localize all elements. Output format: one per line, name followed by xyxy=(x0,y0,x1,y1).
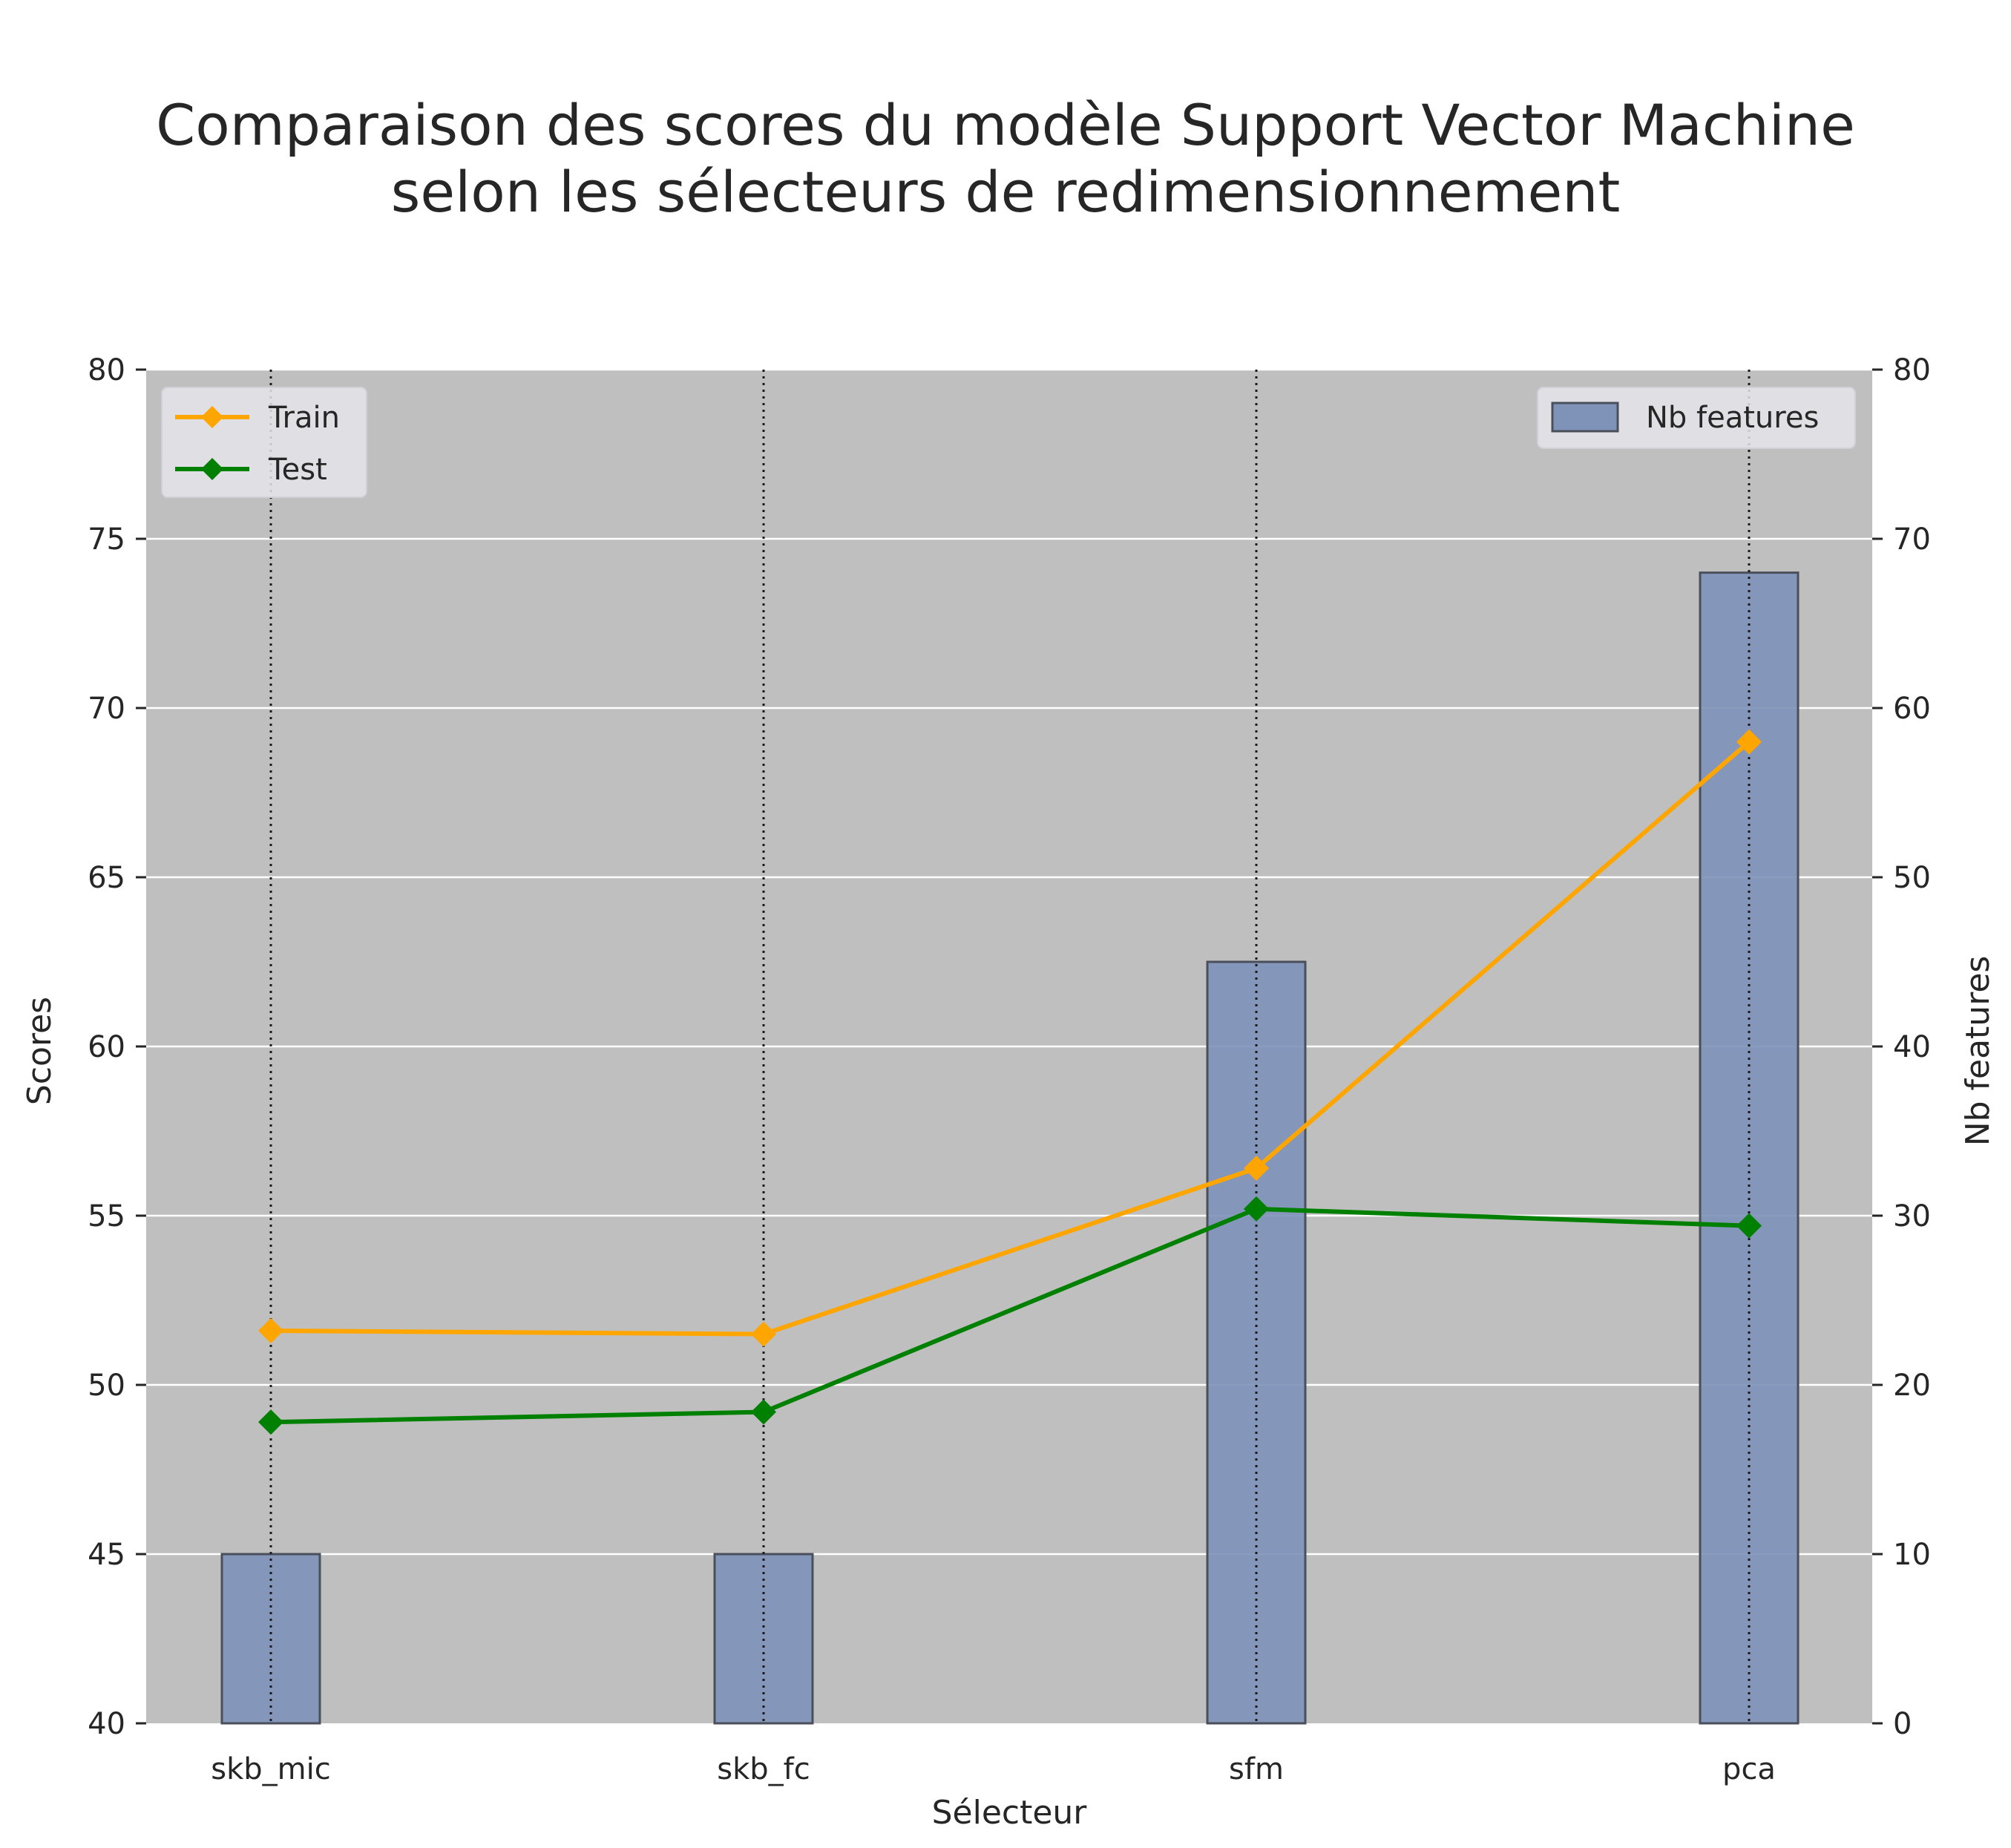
y-right-tick-label-6: 60 xyxy=(1893,692,1931,726)
y-right-tick-label-8: 80 xyxy=(1893,353,1931,387)
chart-title-line-1: Comparaison des scores du modèle Support… xyxy=(156,92,1855,158)
x-tick-label-skb_mic: skb_mic xyxy=(211,1752,330,1786)
point-train-skb_fc xyxy=(751,1321,776,1347)
point-train-pca xyxy=(1736,729,1762,755)
legend-lines: Train Test xyxy=(161,387,367,498)
y-left-tick-label-6: 70 xyxy=(88,692,125,726)
point-train-skb_mic xyxy=(258,1318,283,1344)
x-tick-label-sfm: sfm xyxy=(1229,1752,1284,1786)
bar-sfm xyxy=(1206,960,1307,1725)
y-left-tick-label-5: 65 xyxy=(88,861,125,895)
y-left-tick-label-7: 75 xyxy=(88,522,125,557)
axes: 40 45 50 55 60 65 70 75 80 0 10 20 30 40 50 60 70 80 skb_m… xyxy=(88,353,1931,1786)
point-test-skb_fc xyxy=(751,1399,776,1425)
y-left-tick-label-0: 40 xyxy=(88,1707,125,1741)
legend-bars: Nb features xyxy=(1537,387,1856,449)
x-tick-label-skb_fc: skb_fc xyxy=(717,1752,810,1786)
point-test-skb_mic xyxy=(258,1409,283,1435)
y-left-tick-label-1: 45 xyxy=(88,1538,125,1572)
y-left-tick-label-3: 55 xyxy=(88,1199,125,1233)
legend-label-test: Test xyxy=(268,453,327,487)
y-left-tick-label-8: 80 xyxy=(88,353,125,387)
legend-swatch-nb-features xyxy=(1551,402,1619,433)
y-right-tick-label-2: 20 xyxy=(1893,1369,1931,1403)
y-right-tick-label-3: 30 xyxy=(1893,1199,1931,1233)
y-right-tick-label-0: 0 xyxy=(1893,1707,1912,1741)
point-train-sfm xyxy=(1244,1156,1269,1182)
y-axis-label-left: Scores xyxy=(21,997,59,1105)
chart-title-line-2: selon les sélecteurs de redimensionnemen… xyxy=(391,159,1621,225)
y-right-tick-label-1: 10 xyxy=(1893,1538,1931,1572)
category-guides xyxy=(269,370,1751,1723)
legend-label-train: Train xyxy=(268,401,340,435)
y-left-tick-label-4: 60 xyxy=(88,1030,125,1064)
legend-marker-test xyxy=(201,458,223,480)
grid xyxy=(146,368,1872,1556)
y-right-tick-label-7: 70 xyxy=(1893,522,1931,557)
y-left-tick-label-2: 50 xyxy=(88,1369,125,1403)
series-line-test xyxy=(270,1206,1750,1425)
point-test-pca xyxy=(1736,1213,1762,1239)
line-series xyxy=(258,729,1762,1435)
legend-label-nb-features: Nb features xyxy=(1646,401,1819,435)
series-line-train xyxy=(270,740,1751,1337)
y-right-tick-label-5: 50 xyxy=(1893,861,1931,895)
legend-marker-train xyxy=(201,406,223,428)
x-axis-label: Sélecteur xyxy=(932,1794,1088,1832)
point-test-sfm xyxy=(1244,1196,1269,1222)
y-right-tick-label-4: 40 xyxy=(1893,1030,1931,1064)
x-tick-label-pca: pca xyxy=(1722,1752,1776,1786)
y-axis-label-right: Nb features xyxy=(1959,956,1997,1147)
